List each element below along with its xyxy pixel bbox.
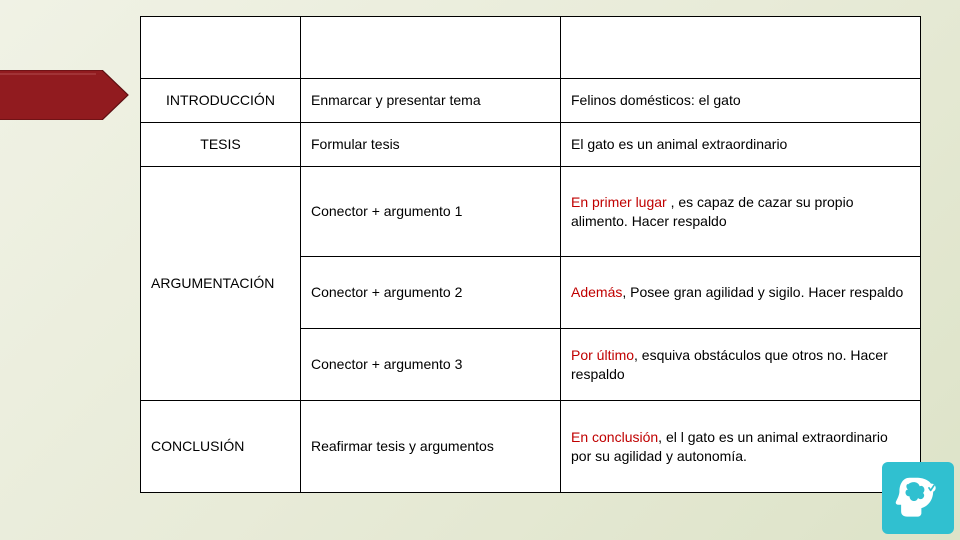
label-tesis: TESIS [141,123,301,167]
empty-cell [141,17,301,79]
connector-conclusion: En conclusión [571,429,658,445]
connector-1: En primer lugar [571,194,667,210]
example-introduccion: Felinos domésticos: el gato [561,79,921,123]
example-tesis: El gato es un animal extraordinario [561,123,921,167]
header-empty-row [141,17,921,79]
example-conclusion: En conclusión, el l gato es un animal ex… [561,401,921,493]
brain-head-icon [882,462,954,534]
action-argumento-1: Conector + argumento 1 [301,167,561,257]
argument-structure-table: INTRODUCCIÓN Enmarcar y presentar tema F… [140,16,921,493]
empty-cell [301,17,561,79]
row-introduccion: INTRODUCCIÓN Enmarcar y presentar tema F… [141,79,921,123]
row-tesis: TESIS Formular tesis El gato es un anima… [141,123,921,167]
connector-2: Además [571,284,622,300]
rest-2: , Posee gran agilidad y sigilo. Hacer re… [622,284,903,300]
row-conclusion: CONCLUSIÓN Reafirmar tesis y argumentos … [141,401,921,493]
hexagon-decoration [0,70,130,120]
label-introduccion: INTRODUCCIÓN [141,79,301,123]
label-conclusion: CONCLUSIÓN [141,401,301,493]
connector-3: Por último [571,347,634,363]
label-argumentacion: ARGUMENTACIÓN [141,167,301,401]
example-argumento-3: Por último, esquiva obstáculos que otros… [561,329,921,401]
row-argumento-1: ARGUMENTACIÓN Conector + argumento 1 En … [141,167,921,257]
action-tesis: Formular tesis [301,123,561,167]
example-argumento-1: En primer lugar , es capaz de cazar su p… [561,167,921,257]
empty-cell [561,17,921,79]
example-argumento-2: Además, Posee gran agilidad y sigilo. Ha… [561,257,921,329]
action-argumento-2: Conector + argumento 2 [301,257,561,329]
action-introduccion: Enmarcar y presentar tema [301,79,561,123]
action-argumento-3: Conector + argumento 3 [301,329,561,401]
action-conclusion: Reafirmar tesis y argumentos [301,401,561,493]
